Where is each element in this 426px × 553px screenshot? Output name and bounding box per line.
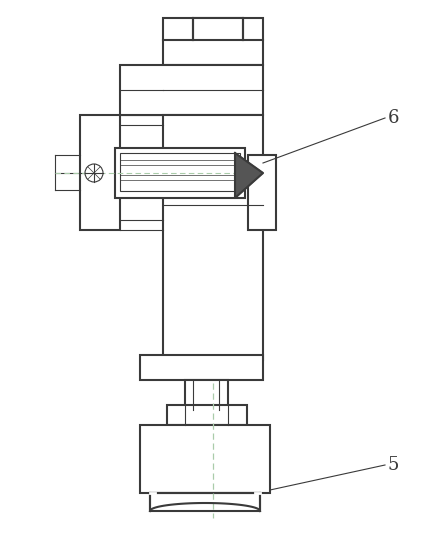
Bar — [184, 380, 227, 410]
Bar — [167, 405, 246, 425]
Bar — [248, 155, 275, 230]
Text: 5: 5 — [387, 456, 398, 474]
Bar — [120, 65, 262, 115]
Bar — [163, 18, 262, 65]
Bar — [163, 115, 262, 360]
Bar — [80, 115, 120, 230]
Bar — [193, 18, 242, 40]
Polygon shape — [234, 153, 262, 198]
Bar — [120, 153, 239, 191]
Bar — [140, 355, 262, 380]
Bar — [140, 425, 269, 493]
Text: 6: 6 — [387, 109, 399, 127]
Bar — [150, 493, 259, 511]
Bar — [115, 148, 245, 198]
